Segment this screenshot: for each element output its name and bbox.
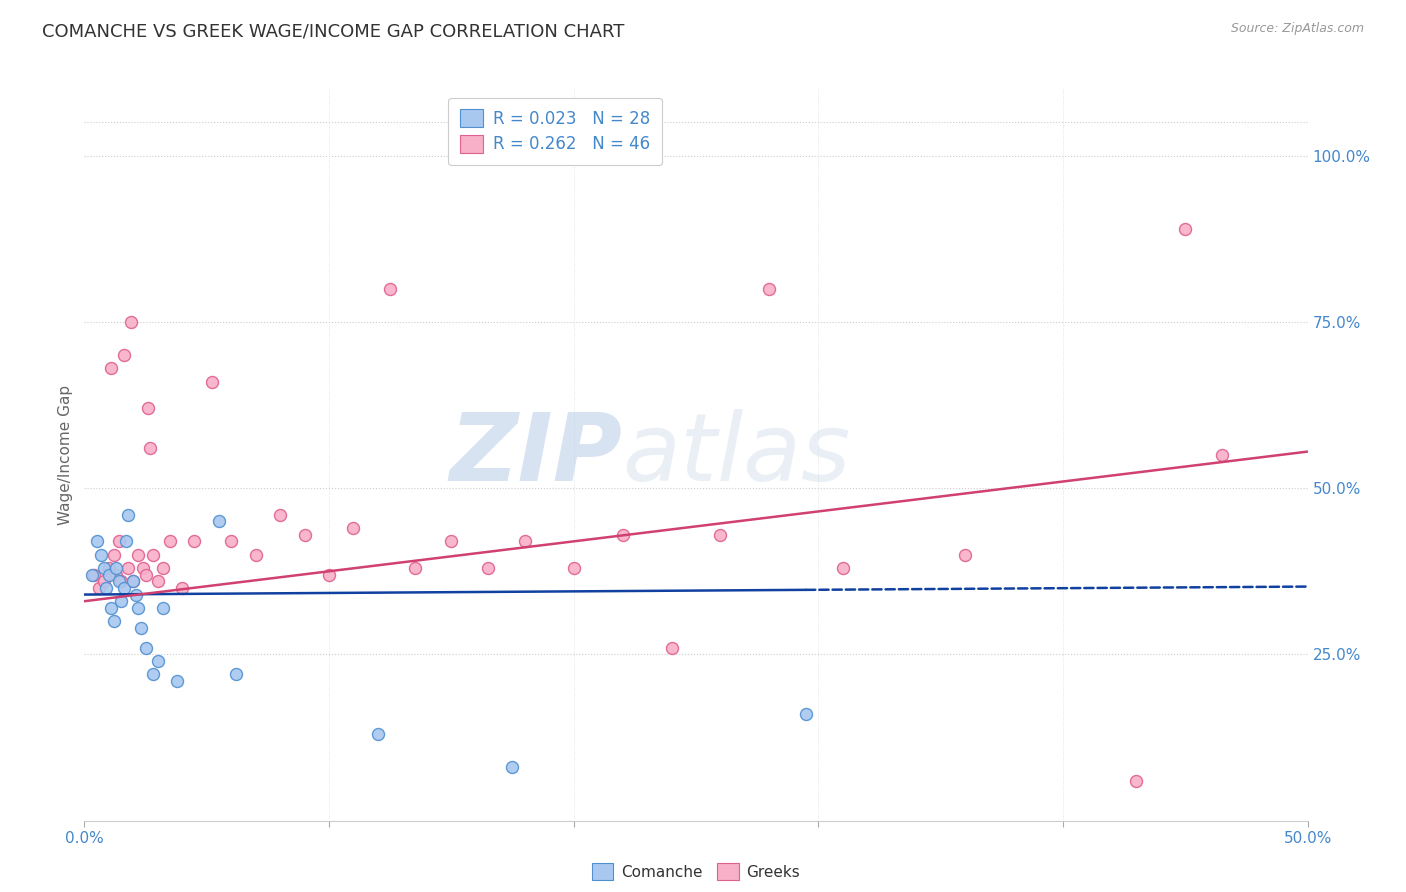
Point bbox=[146, 654, 169, 668]
Point bbox=[136, 401, 159, 416]
Point bbox=[127, 548, 149, 562]
Point bbox=[87, 581, 110, 595]
Point bbox=[122, 574, 145, 589]
Y-axis label: Wage/Income Gap: Wage/Income Gap bbox=[58, 384, 73, 525]
Point bbox=[152, 600, 174, 615]
Point bbox=[80, 567, 103, 582]
Point bbox=[115, 534, 138, 549]
Point bbox=[562, 561, 585, 575]
Point bbox=[139, 442, 162, 456]
Point bbox=[93, 561, 115, 575]
Text: COMANCHE VS GREEK WAGE/INCOME GAP CORRELATION CHART: COMANCHE VS GREEK WAGE/INCOME GAP CORREL… bbox=[42, 22, 624, 40]
Point bbox=[502, 760, 524, 774]
Point bbox=[107, 534, 129, 549]
Point bbox=[110, 594, 132, 608]
Point bbox=[294, 527, 316, 541]
Point bbox=[132, 561, 155, 575]
Point bbox=[142, 667, 165, 681]
Point bbox=[477, 561, 499, 575]
Point bbox=[117, 561, 139, 575]
Point bbox=[105, 567, 128, 582]
Point bbox=[112, 348, 135, 362]
Point bbox=[97, 561, 120, 575]
Point bbox=[100, 600, 122, 615]
Point bbox=[709, 527, 731, 541]
Point bbox=[90, 548, 112, 562]
Text: atlas: atlas bbox=[623, 409, 851, 500]
Point bbox=[135, 567, 157, 582]
Point bbox=[758, 282, 780, 296]
Point bbox=[367, 727, 389, 741]
Point bbox=[183, 534, 205, 549]
Point bbox=[110, 574, 132, 589]
Point bbox=[612, 527, 634, 541]
Point bbox=[112, 581, 135, 595]
Point bbox=[513, 534, 536, 549]
Point bbox=[96, 581, 118, 595]
Point bbox=[142, 548, 165, 562]
Point bbox=[129, 621, 152, 635]
Point bbox=[953, 548, 976, 562]
Point bbox=[219, 534, 242, 549]
Point bbox=[120, 315, 142, 329]
Point bbox=[103, 548, 125, 562]
Point bbox=[225, 667, 247, 681]
Point bbox=[83, 567, 105, 582]
Point bbox=[125, 588, 148, 602]
Point bbox=[1211, 448, 1233, 462]
Point bbox=[97, 567, 120, 582]
Point bbox=[135, 640, 157, 655]
Point bbox=[831, 561, 853, 575]
Point bbox=[93, 574, 115, 589]
Point bbox=[794, 707, 817, 722]
Point bbox=[342, 521, 364, 535]
Point bbox=[127, 600, 149, 615]
Point bbox=[146, 574, 169, 589]
Text: ZIP: ZIP bbox=[450, 409, 623, 501]
Point bbox=[208, 515, 231, 529]
Point bbox=[159, 534, 181, 549]
Point bbox=[86, 534, 108, 549]
Point bbox=[152, 561, 174, 575]
Point bbox=[1174, 222, 1197, 236]
Point bbox=[105, 561, 128, 575]
Point bbox=[107, 574, 129, 589]
Point bbox=[200, 375, 222, 389]
Point bbox=[245, 548, 267, 562]
Point bbox=[103, 614, 125, 628]
Point bbox=[122, 574, 145, 589]
Point bbox=[404, 561, 426, 575]
Point bbox=[172, 581, 194, 595]
Point bbox=[440, 534, 463, 549]
Text: Source: ZipAtlas.com: Source: ZipAtlas.com bbox=[1230, 22, 1364, 36]
Point bbox=[117, 508, 139, 522]
Point bbox=[100, 361, 122, 376]
Point bbox=[1125, 773, 1147, 788]
Point bbox=[318, 567, 340, 582]
Point bbox=[269, 508, 291, 522]
Legend: Comanche, Greeks: Comanche, Greeks bbox=[585, 857, 807, 886]
Point bbox=[661, 640, 683, 655]
Point bbox=[166, 673, 188, 688]
Point bbox=[380, 282, 402, 296]
